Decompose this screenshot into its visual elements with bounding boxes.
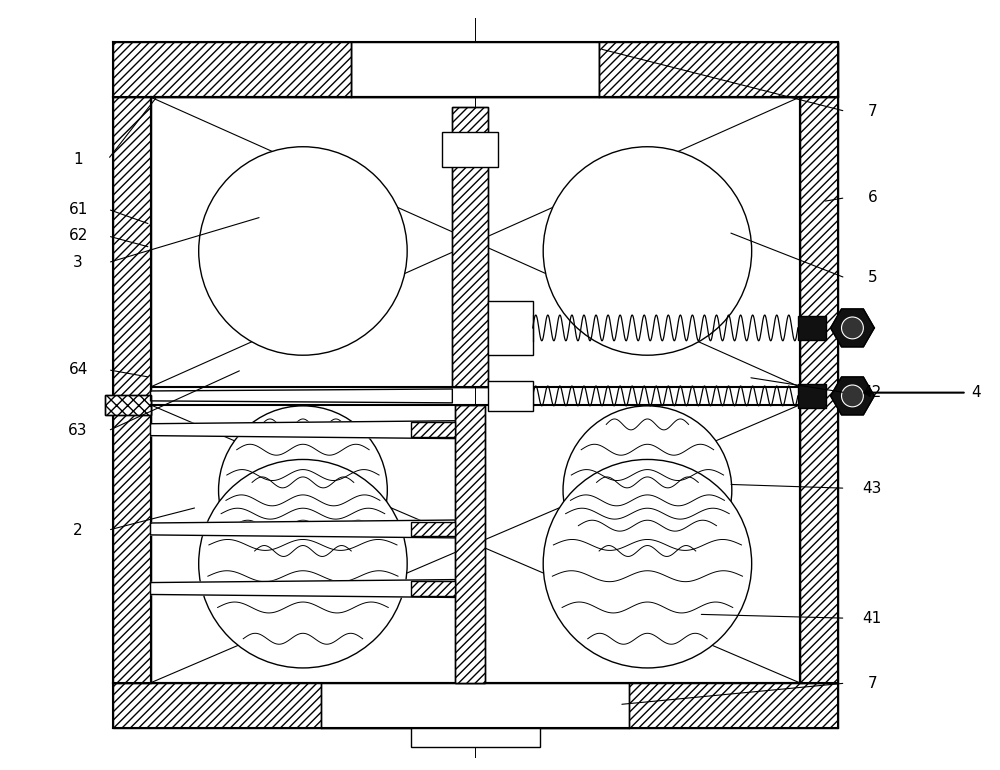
Bar [798,316,826,340]
Text: 61: 61 [68,202,88,216]
Bar [113,42,838,97]
Polygon shape [151,389,452,403]
Text: 2: 2 [73,523,83,537]
Text: 41: 41 [863,611,882,626]
Bar [411,728,540,748]
Text: 5: 5 [867,270,877,286]
Bar [599,42,838,97]
Text: 6: 6 [867,190,877,206]
Circle shape [842,317,863,339]
Bar [488,381,533,411]
Text: 42: 42 [863,385,882,400]
Bar [411,422,455,437]
Polygon shape [151,580,455,598]
Bar [442,132,498,166]
Bar [113,683,838,728]
Circle shape [543,147,752,355]
Text: 3: 3 [73,255,83,270]
Bar [452,107,488,387]
Bar [105,395,151,415]
Bar [321,683,629,728]
Circle shape [563,406,732,574]
Bar [113,42,351,97]
Bar [488,300,533,355]
Bar [455,405,485,683]
Bar [411,581,455,596]
Text: 7: 7 [867,104,877,119]
Text: 63: 63 [68,424,88,438]
Bar [113,97,151,683]
Circle shape [543,460,752,668]
Circle shape [199,460,407,668]
Text: 1: 1 [73,152,83,167]
Bar [411,521,455,537]
Bar [351,42,599,97]
Polygon shape [151,420,455,439]
Bar [105,395,151,415]
Circle shape [219,406,387,574]
Text: 43: 43 [863,480,882,496]
Polygon shape [831,377,874,415]
Text: 4: 4 [972,385,981,400]
Polygon shape [831,309,874,346]
Text: 62: 62 [68,229,88,243]
Bar [455,405,485,683]
Bar [798,384,826,408]
Circle shape [199,147,407,355]
Text: 64: 64 [68,362,88,377]
Circle shape [842,385,863,407]
Text: 7: 7 [867,675,877,691]
Polygon shape [151,520,455,538]
Bar [800,97,838,683]
Bar [452,107,488,387]
